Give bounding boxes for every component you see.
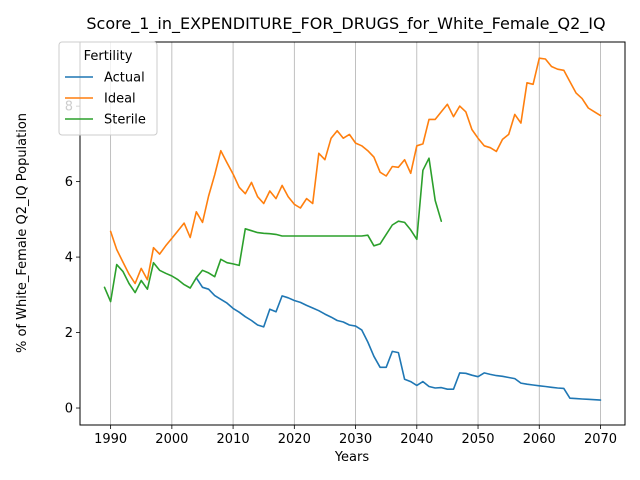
y-tick-label: 0 bbox=[65, 402, 73, 417]
plot-frame bbox=[79, 41, 626, 426]
x-axis-ticks: 1990 2000 2010 2020 2030 2040 2050 2060 2070 bbox=[94, 425, 617, 447]
x-axis-label: Years bbox=[334, 450, 370, 465]
series-line-sterile bbox=[103, 157, 443, 303]
y-tick-label: 4 bbox=[65, 251, 73, 266]
legend-label-ideal: Ideal bbox=[104, 92, 136, 107]
x-tick-label: 2030 bbox=[339, 432, 372, 447]
y-tick-label: 6 bbox=[65, 175, 73, 190]
series-lines bbox=[103, 57, 602, 401]
y-tick-label: 2 bbox=[65, 326, 73, 341]
y-axis-label: % of White_Female Q2_IQ Population bbox=[15, 113, 30, 353]
x-tick-label: 2010 bbox=[217, 432, 250, 447]
x-tick-label: 2070 bbox=[584, 432, 617, 447]
chart-title: Score_1_in_EXPENDITURE_FOR_DRUGS_for_Whi… bbox=[86, 14, 605, 34]
series-line-ideal bbox=[109, 57, 602, 285]
x-tick-label: 2040 bbox=[400, 432, 433, 447]
x-tick-label: 1990 bbox=[94, 432, 127, 447]
legend-label-actual: Actual bbox=[104, 71, 145, 86]
legend-box bbox=[58, 41, 158, 136]
x-tick-label: 2020 bbox=[278, 432, 311, 447]
legend-entries: Actual Ideal Sterile bbox=[65, 71, 146, 128]
legend-title: Fertility bbox=[84, 49, 133, 64]
series-line-actual bbox=[195, 276, 602, 401]
legend: Fertility Actual Ideal Sterile bbox=[58, 41, 158, 136]
x-tick-label: 2050 bbox=[461, 432, 494, 447]
x-tick-label: 2060 bbox=[523, 432, 556, 447]
x-tick-label: 2000 bbox=[155, 432, 188, 447]
legend-label-sterile: Sterile bbox=[104, 113, 146, 128]
